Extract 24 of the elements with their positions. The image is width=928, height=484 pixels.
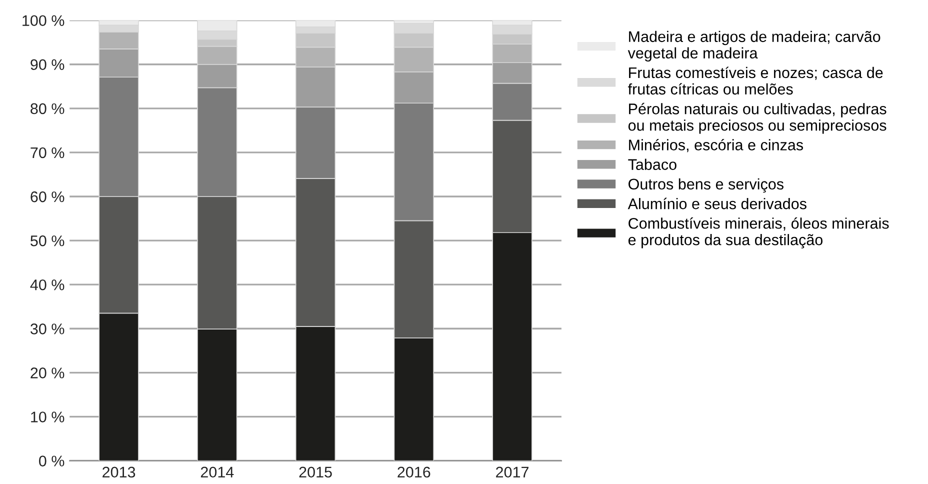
legend-label: Frutas comestíveis e nozes; casca de frutas cítricas ou melões [628,66,883,95]
legend-label: Madeira e artigos de madeira; carvão vegetal de madeira [628,30,880,62]
x-tick-label: 2017 [496,466,528,478]
y-tick-label: 80 % [30,103,64,114]
y-tick-label: 0 % [39,456,64,466]
y-tick-label: 90 % [30,59,64,70]
y-tick-label: 60 % [30,191,64,202]
legend-label: Tabaco [628,158,676,170]
y-tick-label: 40 % [30,279,64,290]
y-tick-label: 70 % [30,147,64,158]
legend-label: Combustíveis minerais, óleos minerais e produtos da sua destilação [628,217,889,248]
x-tick-label: 2016 [398,466,430,478]
x-tick-label: 2014 [200,466,234,478]
x-tick-label: 2013 [102,466,136,478]
legend-label: Alumínio e seus derivados [628,198,806,210]
y-tick-label: 100 % [22,15,64,26]
y-tick-label: 30 % [30,324,64,334]
legend-label: Outros bens e serviços [628,178,784,193]
x-tick-label: 2015 [299,466,332,478]
legend-label: Minérios, escória e cinzas [629,138,804,152]
y-tick-label: 20 % [30,368,64,378]
y-tick-label: 50 % [30,235,64,246]
y-tick-label: 10 % [31,412,64,422]
legend-label: Pérolas naturais ou cultivadas, pedras ou metais preciosos ou semipreciosos [628,102,886,134]
